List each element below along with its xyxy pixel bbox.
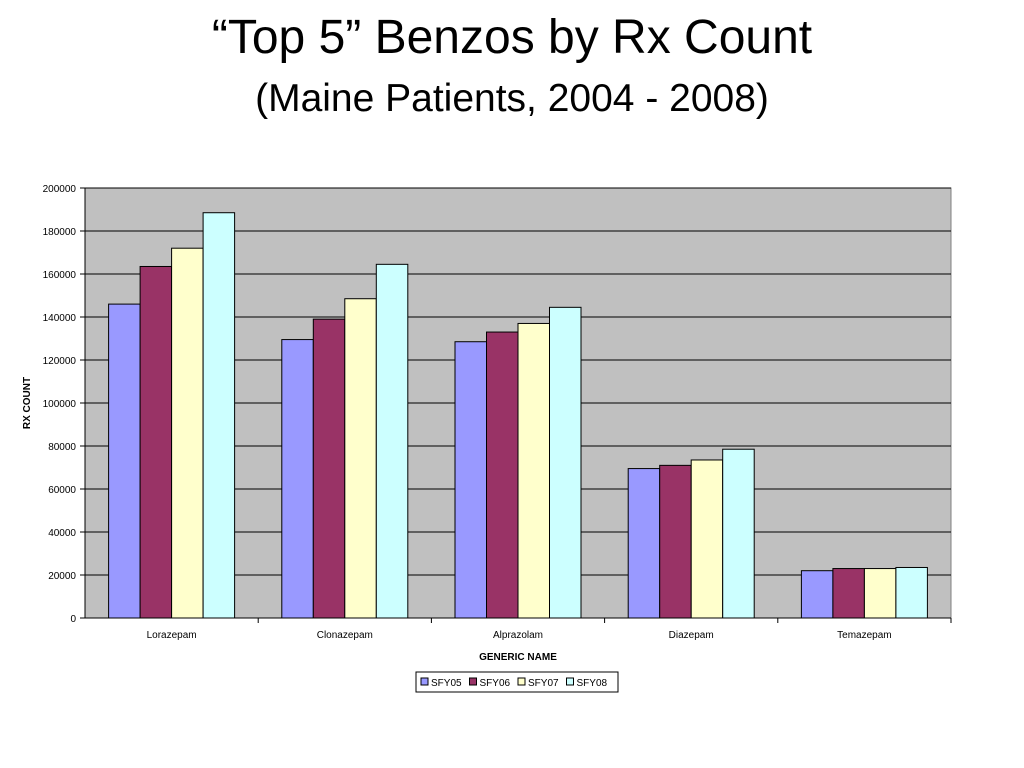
y-tick-label: 140000: [43, 313, 77, 324]
legend-label-sfy05: SFY05: [431, 678, 462, 689]
y-tick-label: 60000: [48, 485, 76, 496]
legend-label-sfy08: SFY08: [577, 678, 608, 689]
y-tick-label: 0: [70, 614, 76, 625]
y-tick-label: 40000: [48, 528, 76, 539]
y-tick-label: 160000: [43, 270, 77, 281]
bar-sfy06-alprazolam: [486, 331, 519, 619]
slide-title: “Top 5” Benzos by Rx Count: [211, 11, 813, 64]
bar-sfy08-alprazolam: [549, 306, 582, 619]
legend-swatch-sfy05: [420, 677, 429, 686]
legend-swatch-sfy08: [566, 677, 574, 686]
x-tick-label: Diazepam: [669, 630, 714, 641]
x-tick-label: Alprazolam: [493, 630, 543, 641]
y-tick-label: 100000: [43, 399, 77, 410]
bar-sfy06-temazepam: [832, 568, 865, 619]
bar-sfy06-diazepam: [659, 464, 692, 619]
y-tick-label: 120000: [43, 356, 77, 367]
x-tick-label: Temazepam: [837, 630, 891, 641]
legend-swatch-sfy07: [517, 677, 526, 686]
legend-label-sfy07: SFY07: [528, 678, 559, 689]
y-tick-label: 200000: [43, 184, 77, 195]
bar-sfy07-clonazepam: [344, 298, 377, 619]
bar-sfy08-clonazepam: [375, 263, 409, 619]
x-tick-label: Clonazepam: [317, 630, 373, 641]
y-tick-label: 80000: [48, 442, 76, 453]
bar-sfy07-temazepam: [863, 568, 897, 619]
bar-sfy05-lorazepam: [108, 303, 141, 619]
bar-sfy05-diazepam: [627, 468, 661, 619]
bar-sfy08-diazepam: [722, 448, 755, 619]
slide-subtitle: (Maine Patients, 2004 - 2008): [255, 77, 769, 120]
bar-sfy08-lorazepam: [202, 212, 236, 619]
bar-sfy07-alprazolam: [517, 322, 550, 619]
y-tick-label: 20000: [48, 571, 76, 582]
bar-sfy08-temazepam: [895, 566, 928, 619]
bar-sfy05-clonazepam: [281, 339, 314, 619]
legend: [415, 671, 619, 693]
bar-sfy07-diazepam: [690, 459, 724, 619]
y-axis-title: RX COUNT: [22, 377, 33, 429]
y-tick-label: 180000: [43, 227, 77, 238]
bar-sfy05-alprazolam: [454, 341, 487, 619]
bar-sfy05-temazepam: [800, 570, 834, 619]
bar-sfy06-lorazepam: [139, 265, 173, 619]
x-tick-label: Lorazepam: [147, 630, 197, 641]
legend-swatch-sfy06: [469, 677, 477, 686]
legend-label-sfy06: SFY06: [480, 678, 511, 689]
bar-sfy06-clonazepam: [312, 318, 346, 619]
x-axis-title: GENERIC NAME: [479, 652, 557, 663]
bar-sfy07-lorazepam: [171, 247, 204, 619]
